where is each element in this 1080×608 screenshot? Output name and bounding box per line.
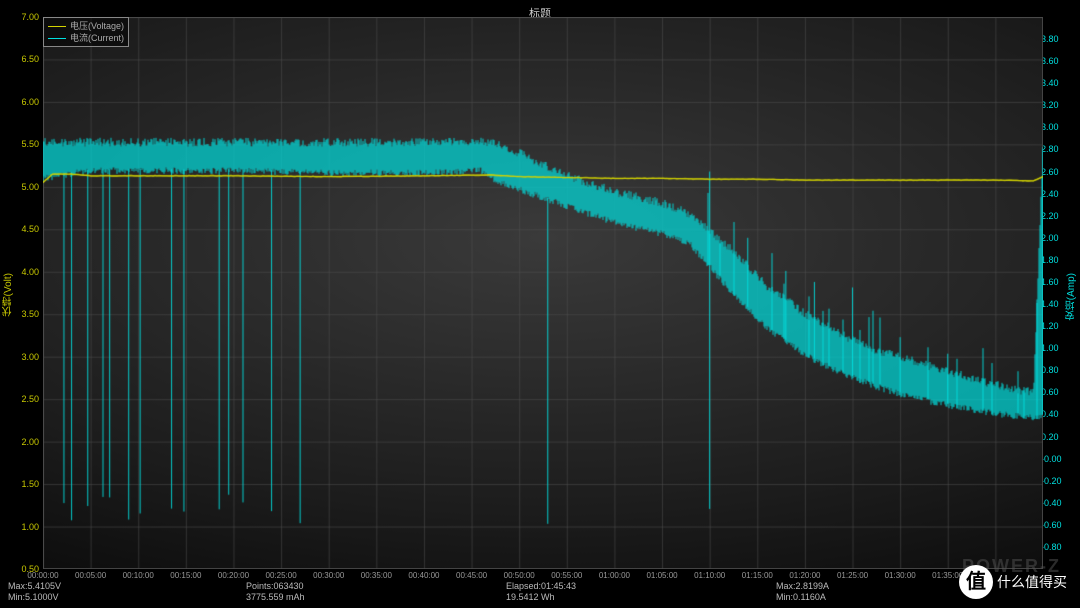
y-axis-left-label: 伏特(Volt) xyxy=(1,273,16,316)
brand-badge: 值 什么值得买 xyxy=(959,565,1067,599)
status-points: Points:063430 3775.559 mAh xyxy=(246,581,305,603)
legend-row-voltage: 电压(Voltage) xyxy=(48,20,124,32)
status-max-a: Max:2.8199A Min:0.1160A xyxy=(776,581,829,603)
legend-row-current: 电流(Current) xyxy=(48,32,124,44)
plot-canvas xyxy=(43,17,1043,569)
y-axis-left: 伏特(Volt) 7.006.506.005.505.004.504.003.5… xyxy=(3,17,41,569)
status-min-a-val: Min:0.1160A xyxy=(776,592,829,603)
y-axis-right-label: 安培(Amp) xyxy=(1064,273,1079,320)
status-max-v: Max:5.4105V Min:5.1000V xyxy=(8,581,61,603)
status-max-v-val: Max:5.4105V xyxy=(8,581,61,592)
status-max-a-val: Max:2.8199A xyxy=(776,581,829,592)
status-min-v-val: Min:5.1000V xyxy=(8,592,61,603)
legend-swatch-voltage xyxy=(48,26,66,27)
legend: 电压(Voltage) 电流(Current) xyxy=(43,17,129,47)
plot-area xyxy=(43,17,1043,569)
status-mah-val: 3775.559 mAh xyxy=(246,592,305,603)
status-points-val: Points:063430 xyxy=(246,581,305,592)
badge-text: 什么值得买 xyxy=(997,572,1067,592)
legend-swatch-current xyxy=(48,38,66,39)
status-bar: Max:5.4105V Min:5.1000V Points:063430 37… xyxy=(6,581,1080,603)
badge-circle: 值 xyxy=(959,565,993,599)
status-wh-val: 19.5412 Wh xyxy=(506,592,576,603)
status-elapsed: Elapsed:01:45:43 19.5412 Wh xyxy=(506,581,576,603)
chart-frame: 标题 电压(Voltage) 电流(Current) 伏特(Volt) 7.00… xyxy=(3,3,1077,605)
legend-label-voltage: 电压(Voltage) xyxy=(70,20,124,32)
legend-label-current: 电流(Current) xyxy=(70,32,124,44)
y-axis-right: 安培(Amp) 3.803.603.403.203.002.802.602.40… xyxy=(1039,17,1077,569)
status-elapsed-val: Elapsed:01:45:43 xyxy=(506,581,576,592)
